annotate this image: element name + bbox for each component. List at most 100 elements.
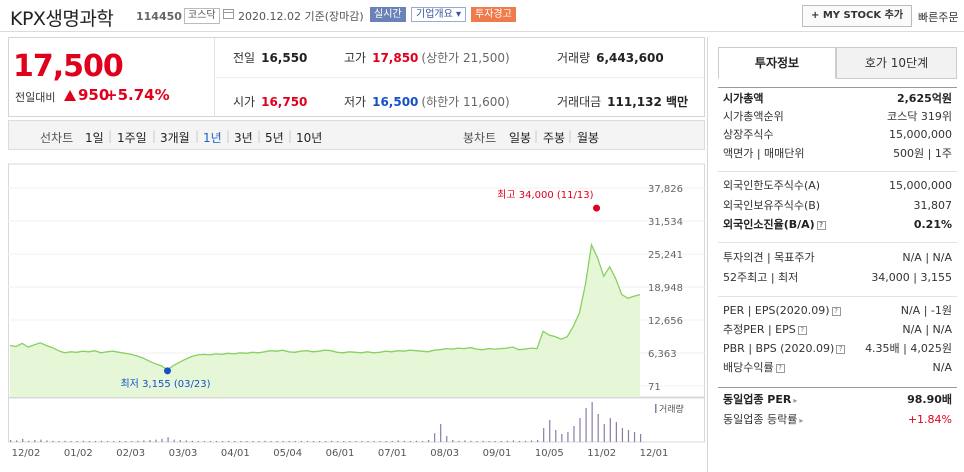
calendar-icon: [223, 9, 234, 19]
volume-bar: [543, 428, 545, 442]
period-5y[interactable]: 5년: [265, 131, 284, 145]
foreign-hold-label: 외국인보유주식수(B): [723, 199, 821, 212]
volume-bar: [567, 432, 569, 442]
separator: |: [534, 129, 539, 143]
help-icon[interactable]: ?: [836, 345, 846, 354]
volume-bar: [621, 428, 624, 442]
investment-info-panel: 투자정보 호가 10단계 시가총액 2,625억원 시가총액순위 코스닥 319…: [707, 37, 964, 472]
volume-bar: [337, 441, 339, 442]
listed-shares-label: 상장주식수: [723, 128, 774, 141]
volume-bar: [40, 439, 42, 442]
volume-legend: 거래량: [659, 403, 684, 415]
separator: |: [226, 129, 231, 143]
help-icon[interactable]: ?: [797, 326, 807, 335]
listed-shares-row: 상장주식수 15,000,000: [723, 127, 952, 143]
week52-label: 52주최고 | 최저: [723, 271, 799, 284]
per-label-text: PER | EPS(2020.09): [723, 304, 830, 317]
volume-bar: [240, 441, 242, 442]
sector-change-value: +1.84%: [907, 413, 952, 426]
help-icon[interactable]: ?: [831, 307, 841, 316]
volume-bar: [591, 402, 593, 442]
volume-bar: [440, 424, 442, 442]
sector-change-label-text: 동일업종 등락률: [723, 413, 798, 426]
volume-bar: [137, 440, 139, 442]
pbr-row: PBR | BPS (2020.09)? 4.35배 | 4,025원: [723, 341, 952, 357]
dividend-row: 배당수익률? N/A: [723, 360, 952, 376]
quick-order-button[interactable]: 빠른주문: [918, 11, 959, 24]
foreign-ratio-value: 0.21%: [913, 218, 952, 231]
per-row: PER | EPS(2020.09)? N/A | -1원: [723, 303, 952, 319]
price-chart[interactable]: 37,826 31,534 25,241 18,948 12,656 6,363 71 12…: [8, 160, 705, 470]
foreign-ratio-label-text: 외국인소진율(B/A): [723, 218, 815, 231]
company-info-button[interactable]: 기업개요 ▾: [411, 7, 466, 22]
add-my-stock-button[interactable]: + MY STOCK 추가: [802, 5, 913, 27]
volume-bar: [10, 440, 12, 442]
sector-per-value: 98.90배: [907, 393, 952, 406]
candle-monthly[interactable]: 월봉: [577, 131, 600, 145]
candle-weekly[interactable]: 주봉: [543, 131, 566, 145]
x-tick-label: 11/02: [587, 448, 616, 459]
y-tick-label: 6,363: [648, 349, 677, 360]
volume-bar: [276, 441, 278, 442]
volume-bar: [94, 441, 97, 442]
period-10y[interactable]: 10년: [296, 131, 323, 145]
volume-bar: [597, 414, 599, 442]
period-1w[interactable]: 1주일: [117, 131, 147, 145]
high-price: 고가 17,850 (상한가 21,500): [344, 49, 510, 66]
change-percent: +5.74%: [105, 86, 170, 104]
volume-bar: [294, 441, 296, 442]
base-date: 2020.12.02 기준(장마감): [238, 10, 364, 23]
volume-bar: [312, 441, 315, 442]
volume-bar: [52, 440, 54, 442]
help-icon[interactable]: ?: [775, 364, 785, 373]
volume-bar: [385, 441, 387, 442]
lower-limit: (하한가 11,600): [421, 95, 510, 109]
price-area: [10, 244, 640, 397]
separator: |: [288, 129, 293, 143]
week52-row: 52주최고 | 최저 34,000 | 3,155: [723, 270, 952, 286]
foreign-limit-row: 외국인한도주식수(A) 15,000,000: [723, 178, 952, 194]
sector-change-row[interactable]: 동일업종 등락률 ▸ +1.84%: [723, 412, 952, 428]
market-cap-value: 2,625억원: [896, 92, 952, 105]
volume-bar: [203, 441, 206, 442]
period-1y[interactable]: 1년: [203, 131, 222, 145]
volume-bar: [530, 440, 533, 442]
volume-bar: [367, 441, 369, 442]
listed-shares-value: 15,000,000: [889, 128, 952, 141]
volume-bar: [318, 441, 321, 442]
tab-investment-info[interactable]: 투자정보: [718, 47, 836, 79]
volume-label: 거래량: [557, 51, 591, 65]
candle-daily[interactable]: 일봉: [509, 131, 532, 145]
separator: |: [568, 129, 573, 143]
low-label: 저가: [344, 95, 367, 109]
upper-limit: (상한가 21,500): [421, 51, 510, 65]
volume-bar: [246, 441, 248, 442]
est-per-value: N/A | N/A: [902, 323, 952, 336]
volume-bar: [185, 440, 187, 442]
sector-per-row[interactable]: 동일업종 PER ▸ 98.90배: [723, 392, 952, 408]
warning-badge: 투자경고: [471, 7, 516, 22]
volume-bar: [476, 441, 478, 442]
tab-order-book[interactable]: 호가 10단계: [836, 47, 957, 79]
volume-bar: [494, 441, 496, 442]
volume-bar: [34, 440, 36, 442]
stock-header: KPX생명과학 114450 코스닥 2020.12.02 기준(장마감) 실시…: [0, 0, 964, 32]
period-1d[interactable]: 1일: [85, 131, 104, 145]
period-3m[interactable]: 3개월: [160, 131, 190, 145]
divider: [718, 296, 957, 297]
volume-bar: [331, 440, 333, 442]
separator: |: [108, 129, 113, 143]
market-cap-label: 시가총액: [723, 92, 764, 105]
volume-bar: [409, 441, 412, 442]
volume-bar: [161, 438, 163, 442]
volume-bar: [579, 418, 581, 442]
change-label: 전일대비: [15, 91, 56, 104]
x-tick-label: 03/03: [169, 448, 198, 459]
period-3y[interactable]: 3년: [234, 131, 253, 145]
volume-bar: [403, 440, 405, 442]
help-icon[interactable]: ?: [816, 221, 826, 230]
volume-bar: [64, 440, 66, 442]
realtime-badge[interactable]: 실시간: [370, 7, 406, 22]
sector-change-label: 동일업종 등락률 ▸: [723, 412, 803, 429]
volume-bar: [585, 408, 587, 442]
